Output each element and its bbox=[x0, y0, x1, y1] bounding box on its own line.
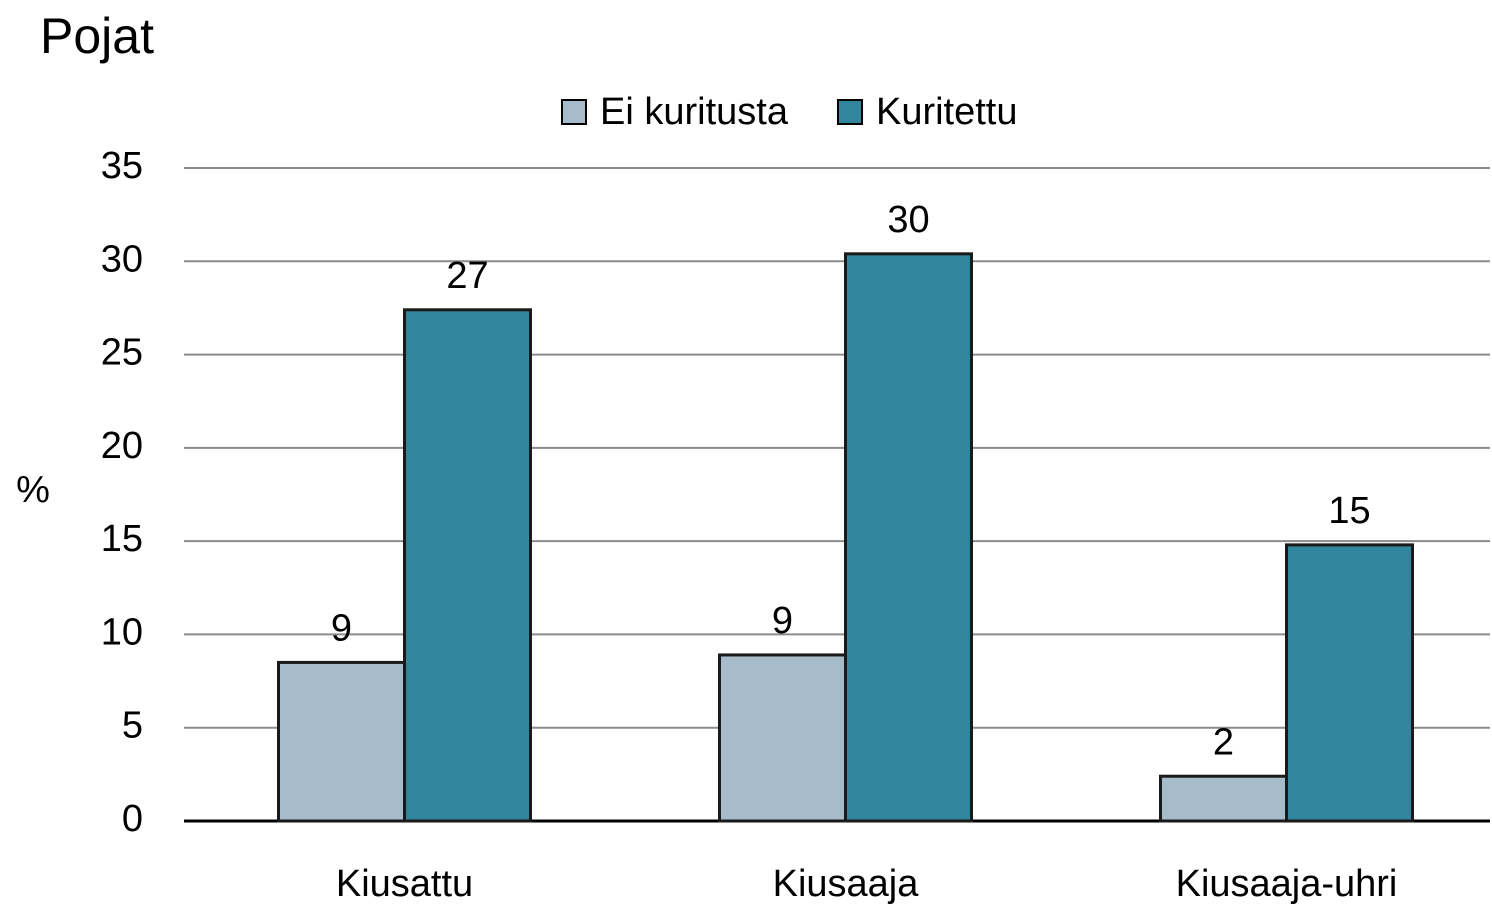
bar bbox=[844, 252, 973, 823]
bar bbox=[277, 660, 406, 823]
y-tick-label: 5 bbox=[122, 705, 143, 747]
value-label: 30 bbox=[887, 199, 929, 241]
x-tick-label: Kiusaaja-uhri bbox=[1176, 863, 1398, 905]
x-tick-label: Kiusaaja bbox=[773, 863, 920, 905]
legend-swatch bbox=[561, 99, 587, 125]
value-label: 27 bbox=[446, 255, 488, 297]
y-tick-label: 15 bbox=[101, 518, 143, 560]
value-label: 2 bbox=[1213, 721, 1234, 763]
chart-title: Pojat bbox=[40, 8, 154, 64]
legend-label: Kuritettu bbox=[876, 91, 1018, 133]
bar bbox=[718, 653, 847, 823]
y-tick-label: 0 bbox=[122, 798, 143, 840]
bar bbox=[1285, 543, 1414, 823]
y-tick-label: 35 bbox=[101, 145, 143, 187]
legend-label: Ei kuritusta bbox=[600, 91, 789, 133]
x-tick-label: Kiusattu bbox=[336, 863, 473, 905]
y-tick-label: 30 bbox=[101, 238, 143, 280]
value-label: 9 bbox=[772, 600, 793, 642]
value-label: 15 bbox=[1328, 490, 1370, 532]
bar bbox=[1159, 774, 1288, 823]
value-label: 9 bbox=[331, 607, 352, 649]
y-axis-label: % bbox=[16, 469, 50, 511]
bar bbox=[403, 308, 532, 823]
y-tick-label: 10 bbox=[101, 611, 143, 653]
legend-swatch bbox=[836, 99, 863, 125]
y-tick-label: 25 bbox=[101, 332, 143, 374]
y-tick-label: 20 bbox=[101, 425, 143, 467]
